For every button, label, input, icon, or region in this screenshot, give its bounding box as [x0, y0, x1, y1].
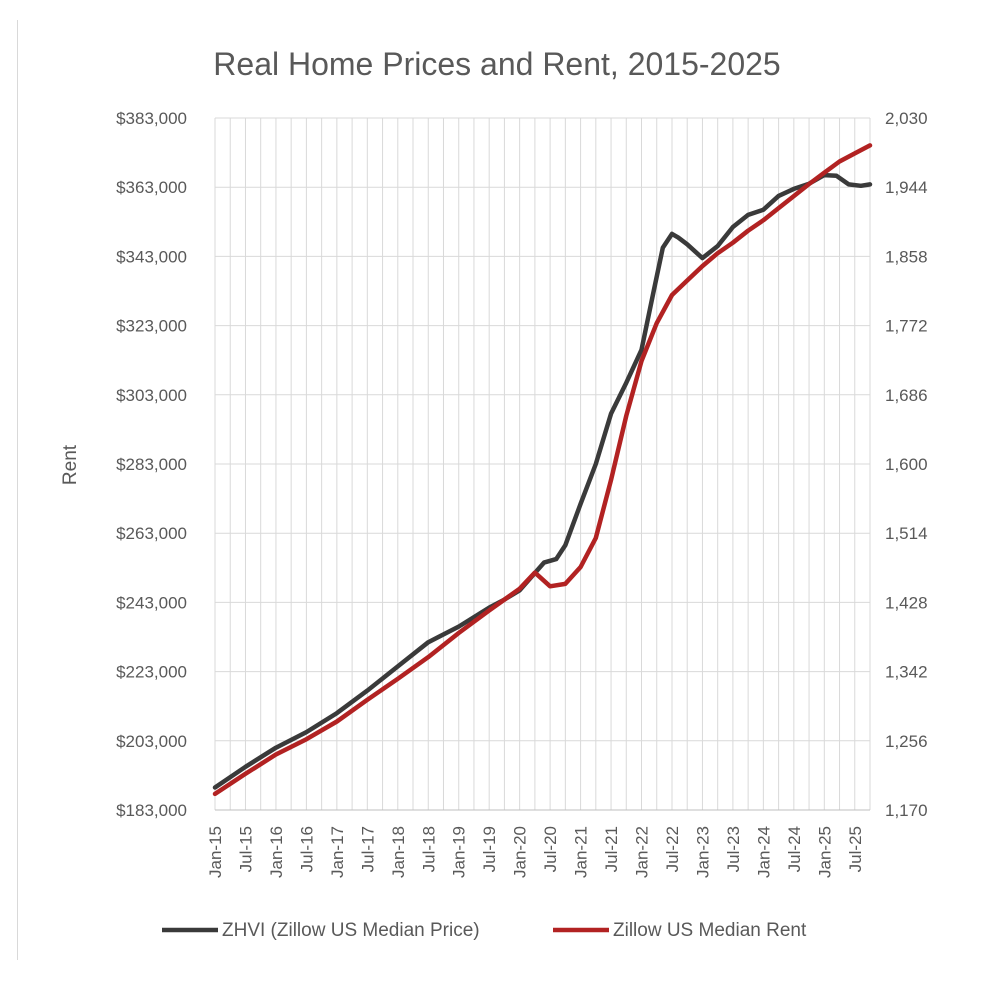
series-lines: [212, 143, 873, 797]
x-tick-label: Jan-16: [267, 826, 286, 878]
legend: ZHVI (Zillow US Median Price) Zillow US M…: [162, 920, 807, 941]
right-tick-label: 2,030: [885, 109, 928, 128]
x-tick-label: Jan-15: [206, 826, 225, 878]
x-tick-label: Jul-17: [358, 826, 377, 872]
x-tick-label: Jul-18: [419, 826, 438, 872]
x-tick-label: Jul-24: [785, 826, 804, 872]
right-tick-label: 1,428: [885, 593, 928, 612]
x-tick-label: Jan-22: [633, 826, 652, 878]
x-tick-label: Jul-25: [846, 826, 865, 872]
left-tick-label: $343,000: [116, 247, 187, 266]
legend-label: ZHVI (Zillow US Median Price): [222, 920, 480, 941]
left-tick-label: $203,000: [116, 732, 187, 751]
right-axis-ticks: 1,170 1,256 1,342 1,428 1,514 1,600 1,686 1,772…: [885, 109, 928, 820]
x-tick-label: Jan-23: [693, 826, 712, 878]
series-line-rent: [212, 143, 873, 797]
x-tick-label: Jan-20: [511, 826, 530, 878]
x-tick-label: Jan-17: [328, 826, 347, 878]
left-tick-label: $303,000: [116, 386, 187, 405]
left-tick-label: $363,000: [116, 178, 187, 197]
gridlines: [214, 117, 871, 811]
left-tick-label: $183,000: [116, 801, 187, 820]
x-axis-ticks: Jan-15 Jul-15 Jan-16 Jul-16 Jan-17 Jul-17 Jan-…: [206, 826, 865, 878]
x-tick-label: Jan-18: [389, 826, 408, 878]
x-tick-label: Jul-20: [541, 826, 560, 872]
left-edge-divider: [17, 20, 18, 960]
x-tick-label: Jan-24: [754, 826, 773, 878]
left-axis-ticks: $183,000 $203,000 $223,000 $243,000 $263,000…: [116, 109, 187, 820]
right-tick-label: 1,342: [885, 663, 928, 682]
x-tick-label: Jan-25: [815, 826, 834, 878]
left-tick-label: $283,000: [116, 455, 187, 474]
right-tick-label: 1,772: [885, 317, 928, 336]
x-tick-label: Jul-23: [724, 826, 743, 872]
x-tick-label: Jan-19: [450, 826, 469, 878]
left-tick-label: $383,000: [116, 109, 187, 128]
right-tick-label: 1,514: [885, 524, 928, 543]
chart-title: Real Home Prices and Rent, 2015-2025: [213, 46, 780, 82]
x-tick-label: Jan-21: [572, 826, 591, 878]
left-tick-label: $243,000: [116, 593, 187, 612]
series-line-zhvi: [212, 172, 873, 790]
left-tick-label: $223,000: [116, 663, 187, 682]
x-tick-label: Jul-15: [236, 826, 255, 872]
right-tick-label: 1,170: [885, 801, 928, 820]
right-tick-label: 1,256: [885, 732, 928, 751]
right-tick-label: 1,600: [885, 455, 928, 474]
x-tick-label: Jul-22: [663, 826, 682, 872]
right-tick-label: 1,686: [885, 386, 928, 405]
x-tick-label: Jul-19: [480, 826, 499, 872]
x-tick-label: Jul-16: [297, 826, 316, 872]
right-tick-label: 1,858: [885, 247, 928, 266]
x-tick-label: Jul-21: [602, 826, 621, 872]
legend-label: Zillow US Median Rent: [613, 920, 807, 941]
right-tick-label: 1,944: [885, 178, 928, 197]
y-axis-label: Rent: [60, 444, 81, 485]
left-tick-label: $263,000: [116, 524, 187, 543]
left-tick-label: $323,000: [116, 317, 187, 336]
